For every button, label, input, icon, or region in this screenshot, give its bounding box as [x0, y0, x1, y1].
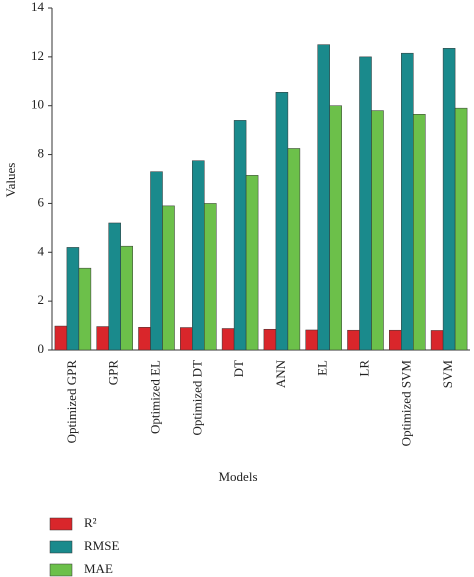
y-tick-label: 8: [38, 146, 45, 161]
x-axis-label: Models: [219, 469, 258, 484]
bar: [347, 329, 360, 351]
y-axis-label: Values: [3, 163, 18, 198]
bar: [371, 110, 384, 351]
bar: [359, 56, 372, 351]
y-tick-label: 6: [38, 194, 45, 209]
x-tick-label: SVM: [440, 360, 455, 389]
bar: [329, 105, 342, 351]
y-tick-label: 12: [31, 48, 44, 63]
x-tick-label: EL: [315, 360, 330, 376]
bar: [401, 52, 414, 351]
bar: [108, 222, 121, 351]
bar: [138, 327, 151, 351]
bar: [454, 107, 468, 351]
legend-swatch: [49, 517, 73, 531]
y-tick-label: 4: [38, 243, 45, 258]
x-tick-label: Optimized DT: [189, 360, 204, 436]
y-tick-label: 0: [38, 341, 45, 356]
bar: [305, 329, 318, 351]
y-tick-label: 14: [31, 0, 45, 14]
x-tick-label: ANN: [273, 359, 288, 388]
legend-label: MAE: [84, 561, 113, 576]
bar: [442, 48, 456, 351]
bar: [389, 329, 402, 351]
x-tick-label: LR: [356, 360, 371, 377]
x-tick-label: Optimized SVM: [398, 360, 413, 447]
bar: [162, 205, 175, 351]
bar: [66, 247, 80, 351]
bar: [96, 326, 109, 351]
legend-swatch: [49, 563, 73, 577]
y-tick-label: 2: [38, 292, 45, 307]
bar: [54, 325, 68, 351]
bar: [204, 203, 217, 351]
bar: [233, 120, 247, 351]
x-tick-label: Optimized GPR: [64, 360, 79, 444]
bar: [120, 245, 133, 351]
legend-swatch: [49, 540, 73, 554]
bar: [150, 171, 163, 351]
legend-label: R²: [84, 515, 97, 530]
bar: [413, 114, 426, 351]
y-tick-label: 10: [31, 97, 44, 112]
bar: [263, 328, 277, 351]
x-tick-label: Optimized EL: [147, 360, 162, 434]
bar: [180, 327, 193, 351]
x-tick-label: DT: [231, 360, 246, 377]
bar: [275, 92, 289, 351]
bar: [192, 160, 205, 351]
bar: [245, 175, 259, 351]
bar: [221, 328, 235, 351]
bar: [317, 44, 330, 351]
bar: [430, 330, 444, 351]
x-tick-label: GPR: [106, 360, 121, 386]
bar: [78, 267, 92, 351]
bar: [287, 148, 301, 351]
legend-label: RMSE: [84, 538, 119, 553]
